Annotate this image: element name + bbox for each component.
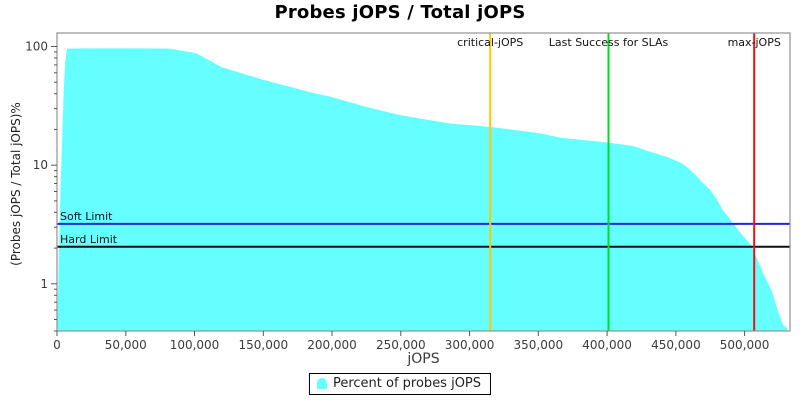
x-tick-label-500000: 500,000 — [720, 338, 770, 352]
legend: Percent of probes jOPS — [308, 373, 492, 395]
hline-label-soft-limit: Soft Limit — [60, 210, 113, 223]
x-tick-label-200000: 200,000 — [307, 338, 357, 352]
x-tick-label-350000: 350,000 — [513, 338, 563, 352]
x-tick-label-250000: 250,000 — [376, 338, 426, 352]
x-tick-label-50000: 50,000 — [105, 338, 147, 352]
y-tick-label-1: 1 — [40, 277, 48, 291]
x-tick-label-450000: 450,000 — [651, 338, 701, 352]
area-series-percent-of-probes-jops — [57, 48, 788, 332]
y-axis-title: (Probes jOPS / Total jOPS)% — [9, 102, 23, 266]
x-tick-label-0: 0 — [53, 338, 61, 352]
legend-label: Percent of probes jOPS — [332, 376, 482, 391]
x-axis-title: jOPS — [407, 351, 440, 367]
x-tick-label-300000: 300,000 — [445, 338, 495, 352]
x-tick-label-100000: 100,000 — [170, 338, 220, 352]
x-tick-label-150000: 150,000 — [238, 338, 288, 352]
vline-label-critical-jops: critical-jOPS — [457, 36, 523, 49]
chart-title: Probes jOPS / Total jOPS — [274, 2, 526, 23]
vline-label-last-success-for-slas: Last Success for SLAs — [549, 36, 669, 49]
area-series-icon — [316, 378, 327, 389]
plot-border — [56, 32, 791, 332]
hline-label-hard-limit: Hard Limit — [60, 233, 118, 246]
vline-label-max-jops: max-jOPS — [728, 36, 781, 49]
y-tick-label-10: 10 — [33, 158, 48, 172]
y-tick-label-100: 100 — [25, 40, 48, 54]
x-tick-label-400000: 400,000 — [582, 338, 632, 352]
